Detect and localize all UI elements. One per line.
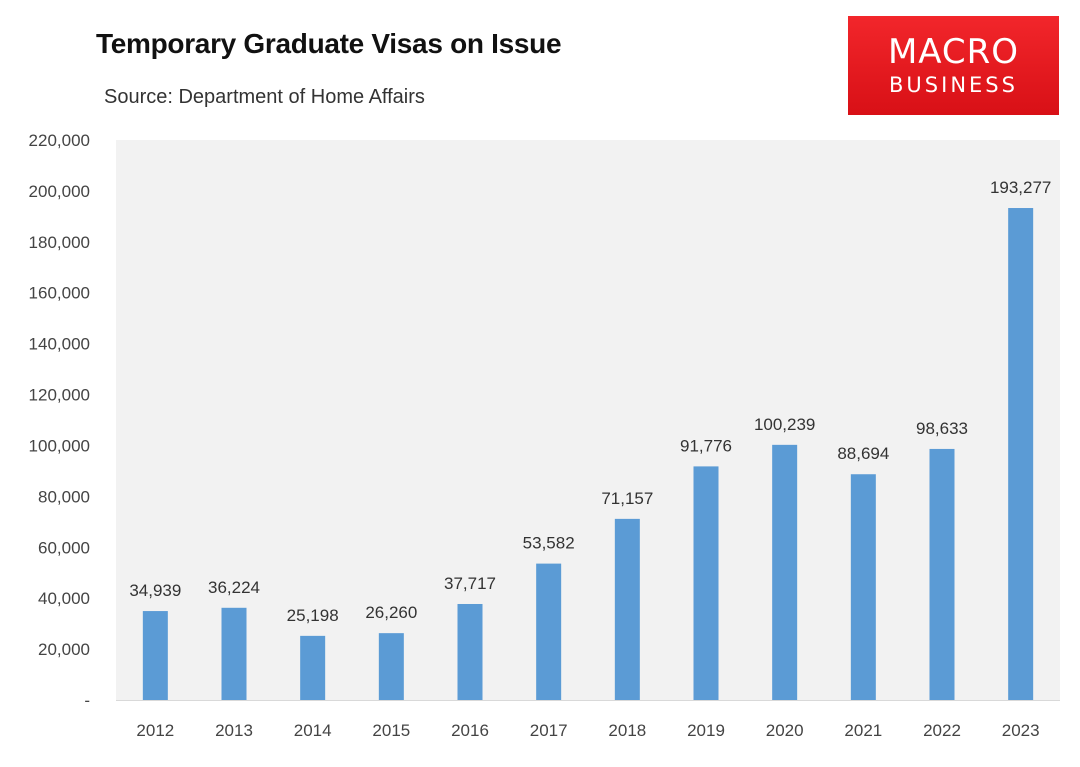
x-tick-label: 2019	[687, 721, 725, 740]
logo-line-1: MACRO	[887, 31, 1020, 72]
data-label: 53,582	[523, 534, 575, 553]
bar	[142, 611, 168, 700]
x-tick-label: 2016	[451, 721, 489, 740]
x-tick-label: 2023	[1002, 721, 1040, 740]
y-tick-label: 80,000	[38, 487, 90, 506]
y-tick-label: 120,000	[29, 386, 90, 405]
y-tick-label: 160,000	[29, 284, 90, 303]
data-label: 91,776	[680, 436, 732, 455]
data-label: 88,694	[837, 444, 889, 463]
bar	[693, 466, 719, 700]
data-label: 71,157	[601, 489, 653, 508]
bar	[300, 635, 326, 700]
y-tick-label: 220,000	[29, 131, 90, 150]
y-tick-label: 180,000	[29, 233, 90, 252]
y-tick-label: 20,000	[38, 640, 90, 659]
x-tick-label: 2017	[530, 721, 568, 740]
x-tick-label: 2021	[844, 721, 882, 740]
plot-area	[116, 140, 1060, 700]
y-tick-label: 60,000	[38, 538, 90, 557]
bar	[378, 633, 404, 700]
x-tick-label: 2018	[608, 721, 646, 740]
y-tick-label: 200,000	[29, 182, 90, 201]
x-tick-label: 2014	[294, 721, 332, 740]
data-label: 37,717	[444, 574, 496, 593]
bar	[850, 474, 876, 700]
data-label: 25,198	[287, 606, 339, 625]
bar	[772, 444, 798, 700]
macro-business-logo: MACRO BUSINESS	[848, 16, 1059, 115]
chart-subtitle: Source: Department of Home Affairs	[104, 86, 425, 108]
x-axis-ticks: 2012 2013 2014 2015 2016 2017 2018 2019 2020 2021…	[136, 721, 1039, 740]
data-labels: 34,939 36,224 25,198 26,260 37,717 53,582 71,1…	[129, 178, 1051, 625]
bar	[536, 563, 562, 700]
data-label: 34,939	[129, 581, 181, 600]
bar	[457, 603, 483, 700]
y-tick-label: 140,000	[29, 335, 90, 354]
data-label: 98,633	[916, 419, 968, 438]
bar	[1008, 208, 1034, 700]
x-tick-label: 2013	[215, 721, 253, 740]
data-label: 193,277	[990, 178, 1051, 197]
x-tick-label: 2015	[372, 721, 410, 740]
y-axis-ticks: - 20,000 40,000 60,000 80,000 100,000 120,000 1…	[29, 131, 90, 710]
x-tick-label: 2022	[923, 721, 961, 740]
x-tick-label: 2012	[136, 721, 174, 740]
bar	[221, 607, 247, 700]
chart-title: Temporary Graduate Visas on Issue	[96, 28, 562, 59]
data-label: 36,224	[208, 578, 260, 597]
y-tick-label: 40,000	[38, 589, 90, 608]
x-tick-label: 2020	[766, 721, 804, 740]
data-label: 100,239	[754, 415, 815, 434]
data-label: 26,260	[365, 603, 417, 622]
y-tick-label: 100,000	[29, 436, 90, 455]
y-tick-label: -	[84, 691, 90, 710]
bars	[142, 208, 1034, 700]
logo-line-2: BUSINESS	[889, 72, 1018, 97]
bar	[929, 448, 955, 700]
bar	[614, 518, 640, 700]
